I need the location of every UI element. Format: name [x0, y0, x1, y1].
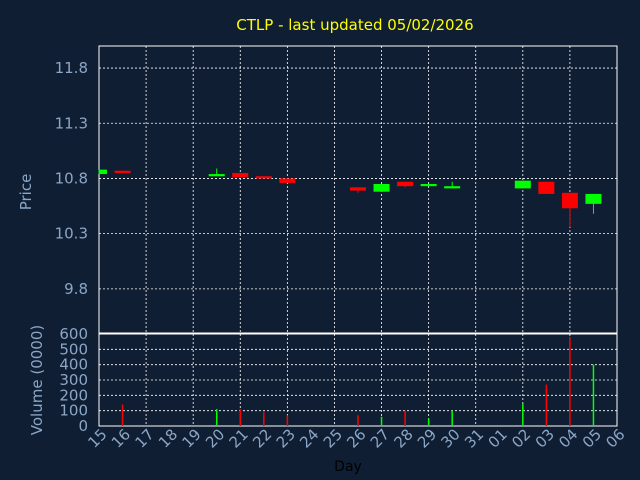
price-panel: 11.8 11.3 10.8 10.3 9.8 [55, 45, 618, 334]
candle-body [279, 178, 296, 183]
candle-body [444, 186, 461, 189]
price-tick-label: 10.8 [55, 169, 88, 187]
volume-panel: 6005004003002001000151617181920212223242… [59, 325, 628, 452]
candle-02 [514, 180, 531, 189]
candle-body [420, 183, 437, 187]
volume-tick-label: 400 [59, 356, 88, 374]
candle-23 [279, 178, 296, 183]
x-tick-label-21: 21 [226, 425, 252, 451]
candle-body [99, 169, 107, 175]
x-tick-label-30: 30 [438, 425, 464, 451]
x-tick-label-20: 20 [202, 425, 228, 451]
volume-tick-label: 0 [78, 417, 88, 435]
x-tick-label-02: 02 [508, 425, 534, 451]
volume-bar-20 [215, 409, 218, 426]
candle-body [561, 192, 578, 209]
x-tick-label-22: 22 [249, 425, 275, 451]
volume-bar-03 [545, 384, 548, 426]
volume-bar-29 [427, 418, 430, 426]
price-tick-label: 9.8 [64, 280, 88, 298]
candle-30 [444, 181, 461, 189]
candle-body [538, 181, 555, 194]
x-tick-label-23: 23 [273, 425, 299, 451]
x-tick-label-28: 28 [390, 425, 416, 451]
price-axis-label: Price [17, 174, 35, 211]
volume-bar-26 [357, 415, 359, 426]
x-tick-label-15: 15 [84, 425, 110, 451]
volume-bar-16 [121, 404, 124, 426]
x-tick-label-01: 01 [485, 425, 511, 451]
candle-26 [350, 187, 366, 193]
x-tick-label-03: 03 [532, 425, 558, 451]
candle-body [373, 183, 390, 192]
volume-bar-21 [239, 409, 242, 426]
candle-16 [114, 170, 131, 173]
chart-title: CTLP - last updated 05/02/2026 [236, 16, 473, 34]
candle-04 [561, 192, 578, 228]
volume-tick-label: 300 [59, 371, 88, 389]
candle-03 [538, 181, 555, 194]
volume-tick-label: 600 [59, 325, 88, 343]
candle-body [232, 172, 249, 178]
x-tick-label-05: 05 [579, 425, 605, 451]
volume-tick-label: 200 [59, 386, 88, 404]
volume-bar-30 [451, 410, 453, 426]
x-tick-label-24: 24 [296, 425, 322, 451]
volume-bar-05 [592, 364, 595, 426]
volume-bar-23 [286, 415, 289, 426]
x-tick-label-17: 17 [131, 425, 157, 451]
volume-bar-02 [522, 403, 524, 426]
candle-27 [373, 183, 390, 192]
volume-tick-label: 100 [59, 402, 88, 420]
x-tick-label-18: 18 [155, 425, 181, 451]
candle-15 [98, 169, 107, 175]
candle-05 [585, 193, 602, 214]
candle-body [208, 174, 225, 177]
candle-21 [232, 172, 249, 178]
x-axis-label: Day [334, 459, 362, 475]
price-tick-label: 11.8 [55, 59, 88, 77]
candle-20 [208, 168, 225, 177]
candle-22 [255, 176, 272, 179]
volume-axis-label: Volume (0000) [28, 325, 46, 435]
price-tick-label: 11.3 [55, 114, 88, 132]
price-frame [98, 45, 618, 334]
x-tick-label-19: 19 [179, 425, 205, 451]
candle-28 [397, 181, 414, 188]
volume-bar-28 [404, 410, 406, 426]
x-tick-label-31: 31 [461, 425, 487, 451]
volume-bar-04 [569, 337, 571, 426]
candle-body [255, 176, 272, 179]
x-tick-label-25: 25 [320, 425, 346, 451]
x-tick-label-04: 04 [555, 425, 581, 451]
candle-body [397, 181, 414, 187]
candle-29 [420, 183, 437, 187]
x-tick-label-06: 06 [602, 425, 628, 451]
x-tick-label-16: 16 [108, 425, 134, 451]
volume-tick-label: 500 [59, 340, 88, 358]
candle-body [585, 193, 602, 204]
x-tick-label-27: 27 [367, 425, 393, 451]
candle-body [350, 187, 366, 191]
x-tick-label-29: 29 [414, 425, 440, 451]
x-tick-label-26: 26 [343, 425, 369, 451]
volume-bar-22 [263, 412, 265, 426]
candle-body [514, 180, 531, 189]
price-tick-label: 10.3 [55, 225, 88, 243]
candle-body [114, 170, 131, 173]
volume-bar-27 [380, 416, 383, 426]
